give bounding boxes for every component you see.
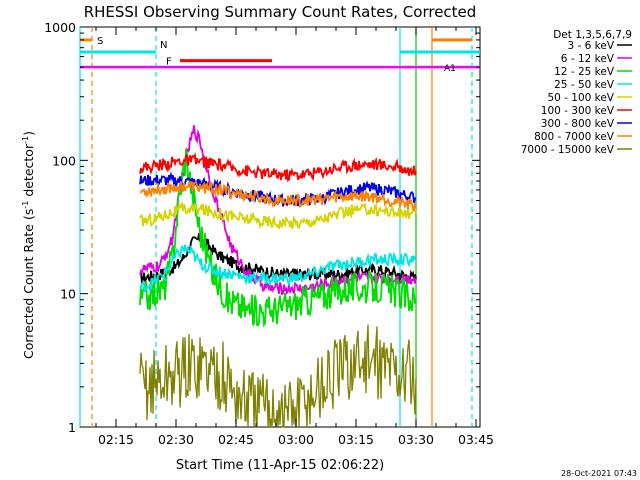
y-tick-label-0: 1 xyxy=(68,420,76,435)
y-axis-label-end: ) xyxy=(21,131,36,136)
legend-label-3: 25 - 50 keV xyxy=(554,79,615,91)
legend-label-0: 3 - 6 keV xyxy=(567,40,614,52)
flag-label-2: F xyxy=(166,57,172,68)
flag-label-1: N xyxy=(160,40,167,51)
legend-label-6: 300 - 800 keV xyxy=(541,118,615,130)
series-line-4 xyxy=(139,200,417,230)
legend-label-7: 800 - 7000 keV xyxy=(534,131,615,143)
y-axis-label-main: Corrected Count Rate (s xyxy=(21,209,36,359)
y-axis-label-sup2: -1 xyxy=(21,136,30,144)
chart-title: RHESSI Observing Summary Count Rates, Co… xyxy=(84,3,477,21)
legend-label-4: 50 - 100 keV xyxy=(547,92,614,104)
x-tick-label-1: 02:30 xyxy=(158,432,194,447)
legend-title: Det 1,3,5,6,7,9 xyxy=(553,29,632,41)
y-axis-label-sup1: -1 xyxy=(21,201,30,209)
y-axis-label-mid: detector xyxy=(21,143,36,201)
x-tick-label-0: 02:15 xyxy=(98,432,134,447)
legend-label-8: 7000 - 15000 keV xyxy=(521,144,615,156)
legend-label-5: 100 - 300 keV xyxy=(541,105,615,117)
flag-label-0: S xyxy=(97,36,103,47)
legend-label-1: 6 - 12 keV xyxy=(561,53,615,65)
x-tick-label-5: 03:30 xyxy=(398,432,434,447)
series-line-3 xyxy=(139,244,417,293)
x-tick-label-2: 02:45 xyxy=(218,432,254,447)
series-line-2 xyxy=(139,148,417,328)
series-line-5 xyxy=(139,152,417,183)
y-axis-label: Corrected Count Rate (s-1 detector-1) xyxy=(21,131,36,359)
y-tick-label-1: 10 xyxy=(60,287,76,302)
x-tick-label-3: 03:00 xyxy=(278,432,314,447)
footer-date: 28-Oct-2021 07:43 xyxy=(561,469,637,478)
attenuator-label: A1 xyxy=(444,64,456,74)
y-tick-label-2: 100 xyxy=(52,153,76,168)
legend-label-2: 12 - 25 keV xyxy=(554,66,615,78)
series-line-7 xyxy=(139,181,417,213)
x-axis-label: Start Time (11-Apr-15 02:06:22) xyxy=(176,458,384,473)
x-tick-label-4: 03:15 xyxy=(338,432,374,447)
y-tick-label-3: 1000 xyxy=(44,20,76,35)
series-line-8 xyxy=(139,324,417,428)
plot-area: A1 S NF 1 10 100 1000 02:15 02:30 02:45 03:00 03:15… xyxy=(44,20,494,447)
x-tick-label-6: 03:45 xyxy=(458,432,494,447)
